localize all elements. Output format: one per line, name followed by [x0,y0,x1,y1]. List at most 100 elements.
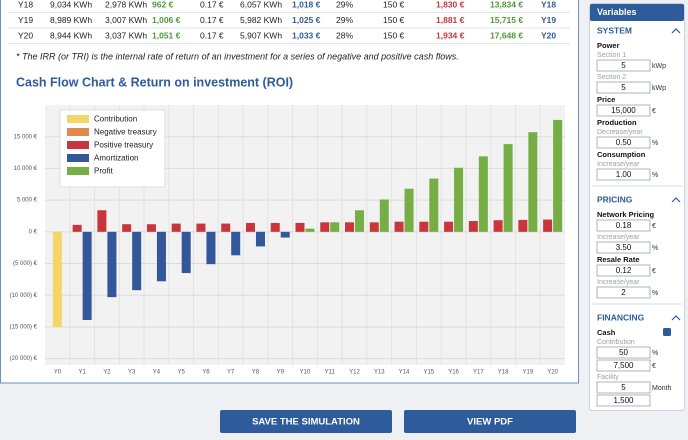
field-label: Price [597,95,615,104]
x-tick-label: Y2 [103,370,111,376]
button-background[interactable] [220,410,392,433]
bar [132,231,142,291]
input-value[interactable]: 0.12 [616,266,632,275]
bar [171,223,181,232]
input-value[interactable]: 5 [621,61,626,70]
bar [518,219,528,232]
input-unit: kWp [652,85,666,92]
x-tick-label: Y3 [128,370,136,376]
y-tick-label: 5 000 € [17,198,38,204]
input-field[interactable] [596,346,651,359]
input-field[interactable] [596,241,651,254]
bar [156,231,166,282]
input-field[interactable] [596,168,651,181]
x-tick-label: Y15 [423,370,434,376]
input-field[interactable] [596,359,651,372]
table-cell: 1,934 € [436,30,465,40]
bar [419,221,429,232]
bar [553,119,563,232]
checkbox[interactable] [663,328,671,336]
bar [221,223,231,232]
table-cell: 9,034 KWh [50,0,92,9]
x-tick-label: Y10 [300,370,311,376]
x-tick-label: Y14 [399,370,410,376]
y-tick-label: (15 000) € [10,325,38,331]
x-tick-label: Y13 [374,370,385,376]
bar [468,221,478,232]
x-tick-label: Y9 [277,370,285,376]
table-cell: 1,033 € [292,30,321,40]
input-value[interactable]: 50 [619,348,628,357]
pdf-button[interactable]: VIEW PDF [404,410,576,433]
input-field[interactable] [596,219,651,232]
bar [404,188,414,232]
input-value[interactable]: 2 [621,288,626,297]
table-cell: Y18 [541,0,556,9]
save-button[interactable]: SAVE THE SIMULATION [220,410,392,433]
button-label[interactable]: VIEW PDF [467,417,513,428]
input-unit: € [652,363,656,370]
chevron[interactable] [671,197,681,203]
legend-swatch [67,141,89,149]
legend-label: Contribution [94,115,137,124]
input-value[interactable]: 5 [621,383,626,392]
section-title: SYSTEM [597,25,632,35]
legend-label: Amortization [94,154,138,163]
bar [394,221,404,232]
chevron[interactable] [671,315,681,321]
field-label: Power [597,41,620,50]
input-value[interactable]: 0.50 [616,138,632,147]
input-unit: € [652,268,656,275]
input-field[interactable] [596,81,651,94]
input-unit: € [652,108,656,115]
input-field[interactable] [596,394,651,407]
bar [444,221,454,232]
input-field[interactable] [596,286,651,299]
chevron[interactable] [671,28,681,34]
bar [345,222,355,232]
note: * The IRR (or TRI) is the internal rate … [16,51,459,61]
table-cell: 3,007 KWh [105,15,147,25]
input-value[interactable]: 3.50 [616,243,632,252]
button-background[interactable] [404,410,576,433]
input-value[interactable]: 1.00 [616,170,632,179]
sidebar-title: Variables [597,7,637,17]
input-value[interactable]: 0.18 [616,221,632,230]
bar [454,167,464,232]
table-cell: 28% [336,30,353,40]
table-cell: Y19 [541,15,556,25]
bar [355,210,365,232]
button-label[interactable]: SAVE THE SIMULATION [252,417,360,428]
input-value[interactable]: 7,500 [613,361,634,370]
field-sublabel: Increase/year [597,161,640,168]
input-field[interactable] [596,381,651,394]
input-unit: Month [652,385,672,392]
bar [245,222,255,232]
field-sublabel: Facility [597,374,619,381]
bar [369,222,379,232]
input-value[interactable]: 15,000 [611,106,636,115]
input-field[interactable] [596,59,651,72]
input-field[interactable] [596,264,651,277]
input-value[interactable]: 1,500 [613,396,634,405]
y-tick-label: 15 000 € [14,134,38,140]
table-cell: 8,944 KWh [50,30,92,40]
legend-swatch [67,115,89,123]
input-unit: kWp [652,63,666,70]
table-cell: 15,715 € [490,15,523,25]
bar [528,132,538,232]
input-field[interactable] [596,104,651,117]
table-cell: 0.17 € [200,30,224,40]
x-tick-label: Y5 [178,370,186,376]
x-tick-label: Y4 [153,370,161,376]
x-tick-label: Y0 [54,370,62,376]
input-field[interactable] [596,136,651,149]
x-tick-label: Y6 [202,370,210,376]
y-tick-label: (10 000) € [10,293,38,299]
table-cell: 150 € [383,15,405,25]
bar [181,231,191,274]
field-label: Production [597,118,637,127]
legend-swatch [67,128,89,136]
input-value[interactable]: 5 [621,83,626,92]
